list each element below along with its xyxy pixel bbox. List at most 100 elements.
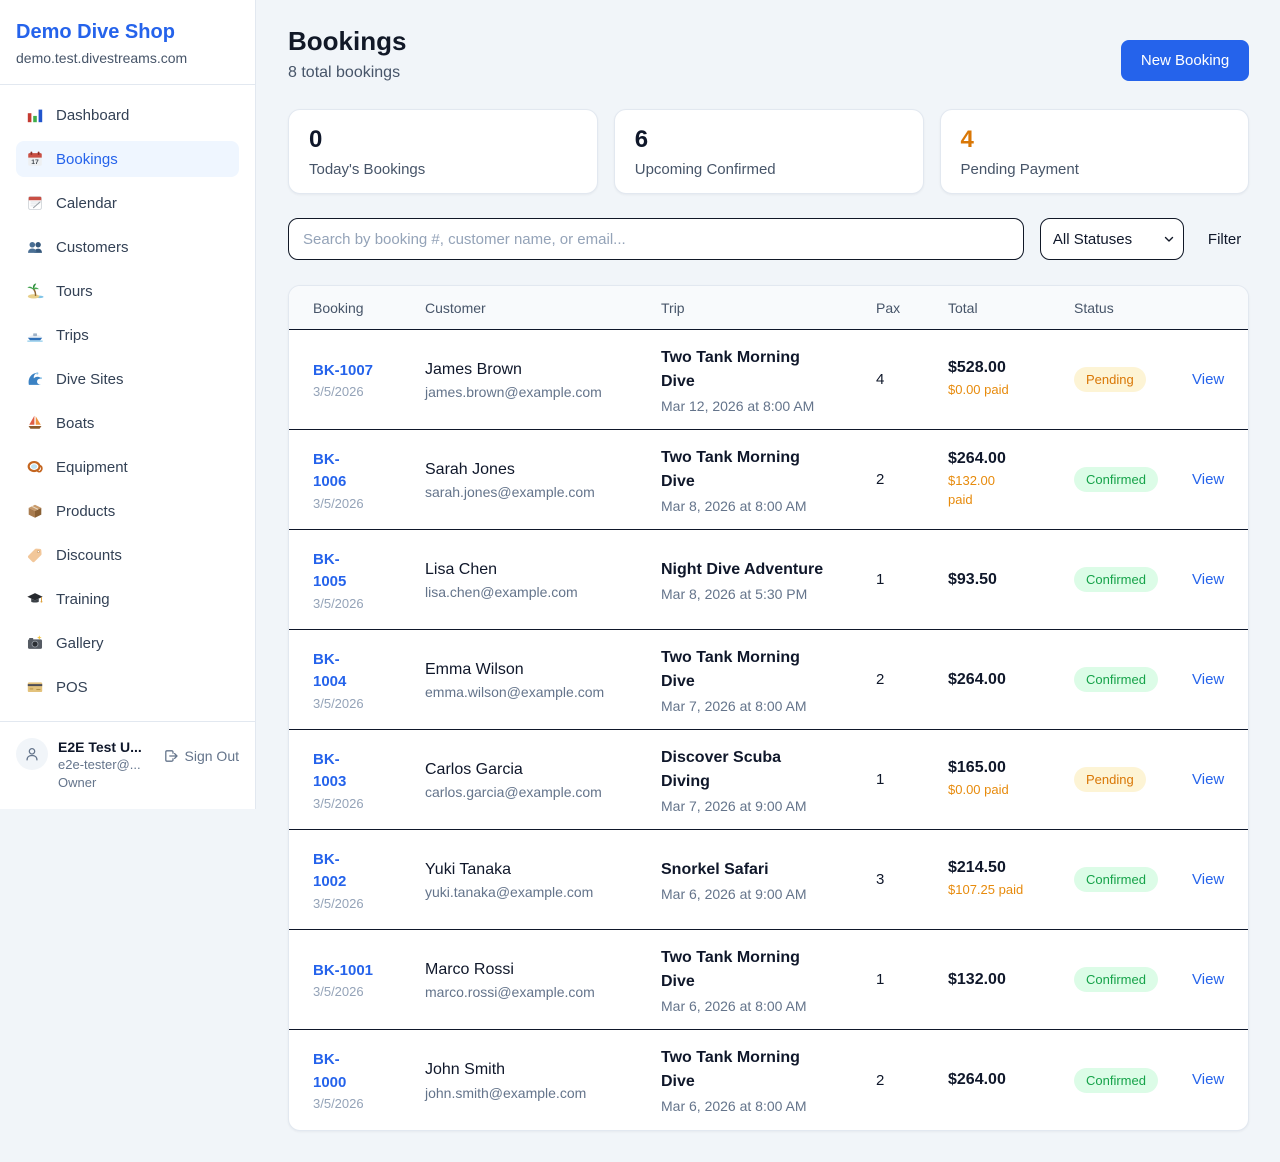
col-header-booking: Booking	[313, 299, 364, 316]
speedboat-icon	[26, 326, 44, 344]
booking-id-link[interactable]: BK-1005	[313, 550, 347, 591]
sidebar-item-training[interactable]: Training	[16, 581, 239, 617]
sidebar-item-label: Products	[56, 502, 116, 520]
pax-count: 1	[876, 971, 885, 989]
sidebar-item-label: Dashboard	[56, 106, 130, 124]
sidebar-item-bookings[interactable]: 17 Bookings	[16, 141, 239, 177]
customer-name: Marco Rossi	[425, 960, 514, 978]
total-cell: $132.00	[948, 971, 1074, 989]
shop-name: Demo Dive Shop	[16, 21, 175, 43]
customer-email: emma.wilson@example.com	[425, 684, 605, 701]
status-cell: Pending	[1074, 367, 1192, 393]
customer-email: sarah.jones@example.com	[425, 484, 595, 501]
customer-cell: James Brown james.brown@example.com	[425, 359, 661, 400]
view-link[interactable]: View	[1192, 870, 1225, 888]
sign-out-button[interactable]: Sign Out	[163, 748, 239, 764]
total-cell: $264.00	[948, 671, 1074, 689]
sidebar-item-dive-sites[interactable]: Dive Sites	[16, 361, 239, 397]
booking-date: 3/5/2026	[313, 895, 364, 911]
stat-label: Upcoming Confirmed	[634, 160, 776, 178]
sidebar-item-label: Tours	[56, 282, 93, 300]
booking-id-link[interactable]: BK-1002	[313, 850, 347, 891]
view-link[interactable]: View	[1192, 370, 1225, 388]
view-link[interactable]: View	[1192, 570, 1225, 588]
island-icon	[26, 282, 44, 300]
booking-id-link[interactable]: BK-1006	[313, 450, 347, 491]
sidebar-item-label: Dive Sites	[56, 370, 124, 388]
view-link[interactable]: View	[1192, 670, 1225, 688]
view-link[interactable]: View	[1192, 970, 1225, 988]
sidebar-item-products[interactable]: Products	[16, 493, 239, 529]
sidebar-item-discounts[interactable]: Discounts	[16, 537, 239, 573]
sidebar-header: Demo Dive Shop demo.test.divestreams.com	[0, 0, 255, 85]
new-booking-button[interactable]: New Booking	[1120, 40, 1250, 81]
booking-date: 3/5/2026	[313, 495, 364, 511]
customer-name: Yuki Tanaka	[425, 860, 511, 878]
camera-icon	[26, 634, 44, 652]
avatar	[16, 738, 48, 770]
sidebar-item-label: Customers	[56, 238, 129, 256]
view-link[interactable]: View	[1192, 770, 1225, 788]
sidebar-item-label: POS	[56, 678, 88, 696]
sidebar-item-tours[interactable]: Tours	[16, 273, 239, 309]
trip-cell: Two Tank Morning Dive Mar 6, 2026 at 8:0…	[661, 946, 876, 1014]
view-link[interactable]: View	[1192, 470, 1225, 488]
trip-cell: Night Dive Adventure Mar 8, 2026 at 5:30…	[661, 558, 876, 602]
total-amount: $214.50	[948, 859, 1006, 877]
sidebar-item-trips[interactable]: Trips	[16, 317, 239, 353]
stat-value: 4	[960, 126, 974, 154]
status-badge: Pending	[1074, 767, 1146, 793]
sidebar-item-label: Training	[56, 590, 110, 608]
sidebar-item-dashboard[interactable]: Dashboard	[16, 97, 239, 133]
pax-count: 2	[876, 1071, 885, 1089]
customer-email: lisa.chen@example.com	[425, 584, 578, 601]
booking-id-link[interactable]: BK-1001	[313, 961, 374, 979]
calendar-pad-icon	[26, 194, 44, 212]
sidebar-item-calendar[interactable]: Calendar	[16, 185, 239, 221]
trip-cell: Discover Scuba Diving Mar 7, 2026 at 9:0…	[661, 746, 876, 814]
paid-amount: $0.00 paid	[948, 782, 1009, 798]
sidebar-item-label: Discounts	[56, 546, 122, 564]
sidebar-item-gallery[interactable]: Gallery	[16, 625, 239, 661]
customer-cell: Carlos Garcia carlos.garcia@example.com	[425, 759, 661, 800]
booking-id-link[interactable]: BK-1007	[313, 361, 374, 379]
filter-button[interactable]: Filter	[1200, 231, 1249, 248]
trip-name: Two Tank Morning Dive	[661, 948, 800, 990]
status-cell: Confirmed	[1074, 967, 1192, 993]
trip-date: Mar 7, 2026 at 9:00 AM	[661, 797, 807, 814]
table-row: BK-1006 3/5/2026 Sarah Jones sarah.jones…	[289, 430, 1249, 531]
total-amount: $264.00	[948, 449, 1006, 467]
booking-id-link[interactable]: BK-1004	[313, 650, 347, 691]
customer-email: james.brown@example.com	[425, 384, 602, 401]
view-link[interactable]: View	[1192, 1071, 1225, 1089]
total-amount: $165.00	[948, 759, 1006, 777]
trip-cell: Two Tank Morning Dive Mar 6, 2026 at 8:0…	[661, 1046, 876, 1114]
paid-amount: $107.25 paid	[948, 882, 1024, 898]
sidebar-item-pos[interactable]: POS	[16, 669, 239, 705]
booking-cell: BK-1004 3/5/2026	[313, 649, 425, 711]
booking-cell: BK-1006 3/5/2026	[313, 449, 425, 511]
table-row: BK-1007 3/5/2026 James Brown james.brown…	[289, 330, 1249, 431]
booking-cell: BK-1005 3/5/2026	[313, 549, 425, 611]
customer-name: James Brown	[425, 360, 522, 378]
trip-cell: Two Tank Morning Dive Mar 8, 2026 at 8:0…	[661, 446, 876, 514]
booking-id-link[interactable]: BK-1000	[313, 1051, 347, 1091]
stats-row: 0 Today's Bookings 6 Upcoming Confirmed …	[288, 109, 1250, 195]
status-select[interactable]: All Statuses	[1039, 218, 1184, 261]
status-cell: Confirmed	[1074, 867, 1192, 893]
sidebar-item-equipment[interactable]: Equipment	[16, 449, 239, 485]
search-input[interactable]	[288, 218, 1024, 261]
page-header: Bookings 8 total bookings New Booking	[288, 26, 1250, 82]
bookings-table: Booking Customer Trip Pax Total Status B…	[288, 285, 1250, 1132]
booking-cell: BK-1000 3/5/2026	[313, 1049, 425, 1111]
booking-id-link[interactable]: BK-1003	[313, 750, 347, 791]
sidebar-item-boats[interactable]: Boats	[16, 405, 239, 441]
view-cell: View	[1192, 771, 1224, 789]
booking-cell: BK-1007 3/5/2026	[313, 360, 425, 400]
sidebar-item-customers[interactable]: Customers	[16, 229, 239, 265]
booking-date: 3/5/2026	[313, 595, 364, 611]
table-body: BK-1007 3/5/2026 James Brown james.brown…	[289, 330, 1249, 1130]
pax-count: 1	[876, 571, 885, 589]
sign-out-icon	[163, 748, 179, 764]
customer-cell: Lisa Chen lisa.chen@example.com	[425, 559, 661, 600]
